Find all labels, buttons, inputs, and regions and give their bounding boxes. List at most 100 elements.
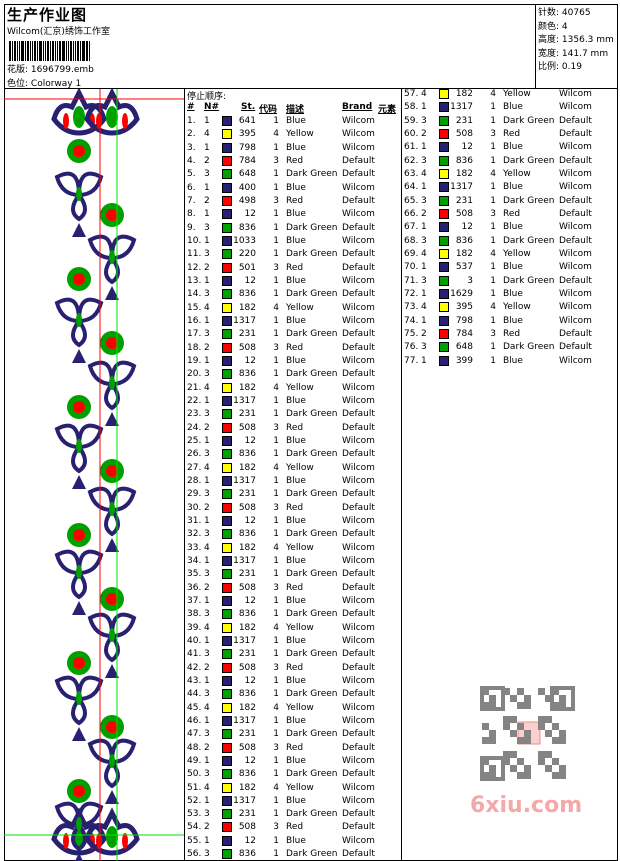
barcode-bar (27, 41, 29, 61)
color-swatch (222, 302, 232, 313)
stop-index: 65. (404, 195, 419, 206)
stitch-count: 231 (238, 329, 256, 340)
trefoil-knot (54, 423, 104, 474)
qr-module (559, 772, 566, 779)
qr-module (552, 772, 559, 779)
needle-number: 4 (204, 622, 210, 633)
needle-number: 1 (421, 355, 427, 366)
barcode-bar (47, 41, 49, 61)
header-needle: N# (204, 102, 220, 112)
needle-number: 1 (421, 182, 427, 193)
trefoil-leaf (76, 439, 82, 453)
stop-index: 37. (187, 595, 202, 606)
stop-index: 50. (187, 769, 202, 780)
stop-row: 75. 2 784 3 Red Default (402, 328, 618, 341)
thread-brand: Wilcom (559, 182, 592, 193)
needle-number: 2 (204, 155, 210, 166)
thread-code: 3 (273, 262, 279, 273)
thread-brand: Default (342, 489, 375, 500)
qr-module (552, 702, 559, 709)
needle-number: 4 (204, 302, 210, 313)
thread-code: 1 (490, 155, 496, 166)
thread-code: 1 (490, 222, 496, 233)
stop-index: 15. (187, 302, 202, 313)
flower-center (73, 657, 85, 669)
thread-description: Red (503, 328, 521, 339)
stop-row: 57. 4 182 4 Yellow Wilcom (402, 88, 618, 101)
thread-description: Blue (503, 102, 523, 113)
thread-brand: Default (342, 529, 375, 540)
thread-description: Blue (286, 142, 306, 153)
stop-sequence-title: 停止顺序: (187, 92, 227, 102)
stitch-count: 836 (238, 769, 256, 780)
qr-module (482, 772, 489, 779)
thread-description: Dark Green (286, 289, 338, 300)
color-swatch (222, 675, 232, 686)
thread-brand: Default (559, 342, 592, 353)
stitch-count: 231 (455, 115, 473, 126)
needle-number: 4 (421, 302, 427, 313)
thread-brand: Default (342, 809, 375, 820)
thread-code: 1 (273, 142, 279, 153)
stop-row: 39. 4 182 4 Yellow Wilcom (185, 622, 401, 635)
thread-description: Blue (286, 755, 306, 766)
thread-description: Dark Green (286, 249, 338, 260)
stop-row: 12. 2 501 3 Red Default (185, 262, 401, 275)
color-swatch (222, 529, 232, 540)
color-swatch (439, 142, 449, 153)
needle-number: 3 (204, 169, 210, 180)
thread-code: 1 (273, 635, 279, 646)
color-swatch (439, 262, 449, 273)
stop-index: 19. (187, 355, 202, 366)
needle-number: 1 (421, 142, 427, 153)
needle-number: 1 (204, 142, 210, 153)
thread-description: Blue (503, 182, 523, 193)
thread-code: 1 (273, 315, 279, 326)
thread-description: Blue (286, 209, 306, 220)
needle-number: 4 (204, 702, 210, 713)
color-swatch (222, 315, 232, 326)
thread-code: 3 (273, 422, 279, 433)
thread-code: 1 (273, 769, 279, 780)
color-swatch (222, 116, 232, 126)
needle-number: 3 (421, 342, 427, 353)
thread-description: Blue (503, 222, 523, 233)
needle-number: 1 (204, 675, 210, 686)
stitch-count: 12 (244, 595, 256, 606)
stop-index: 18. (187, 342, 202, 353)
barcode-bar (14, 41, 16, 61)
thread-brand: Wilcom (559, 288, 592, 299)
thread-brand: Wilcom (342, 755, 375, 766)
stop-row: 64. 1 1317 1 Blue Wilcom (402, 181, 618, 194)
color-swatch (222, 409, 232, 420)
stitch-count: 12 (244, 355, 256, 366)
thread-code: 1 (490, 355, 496, 366)
barcode-bar (9, 41, 11, 61)
thread-description: Red (286, 502, 304, 513)
thread-description: Dark Green (286, 809, 338, 820)
stitch-count: 12 (244, 755, 256, 766)
stop-index: 74. (404, 315, 419, 326)
needle-number: 1 (204, 355, 210, 366)
color-swatch (222, 635, 232, 646)
qr-module (510, 765, 517, 772)
thread-code: 1 (273, 809, 279, 820)
thread-description: Dark Green (286, 609, 338, 620)
tulip-outline (84, 89, 140, 136)
thread-description: Blue (286, 635, 306, 646)
stitch-count: 12 (461, 222, 473, 233)
thread-code: 1 (273, 355, 279, 366)
color-swatch (439, 302, 449, 313)
thread-brand: Wilcom (342, 302, 375, 313)
color-swatch (222, 849, 232, 860)
stop-index: 46. (187, 715, 202, 726)
stop-row: 40. 1 1317 1 Blue Wilcom (185, 635, 401, 648)
needle-number: 3 (204, 449, 210, 460)
qr-module (524, 695, 531, 702)
thread-code: 1 (273, 609, 279, 620)
stop-index: 26. (187, 449, 202, 460)
needle-number: 1 (204, 395, 210, 406)
thread-brand: Wilcom (342, 622, 375, 633)
stitch-count: 399 (455, 355, 473, 366)
trefoil-knot (54, 171, 104, 222)
